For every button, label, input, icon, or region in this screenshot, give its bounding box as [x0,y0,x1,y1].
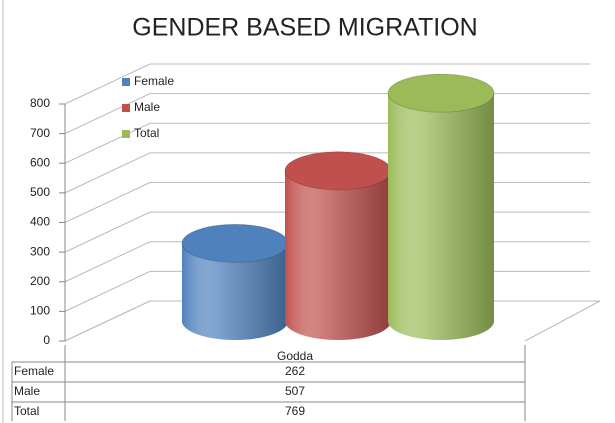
y-tick-label: 0 [43,333,50,347]
y-tick-label: 800 [30,96,50,110]
y-tick-label: 200 [30,274,50,288]
y-tick-label: 400 [30,215,50,229]
legend-label: Total [134,126,159,140]
chart-title: GENDER BASED MIGRATION [132,14,477,42]
cylinder-top [284,151,392,191]
cylinder-shade [285,151,391,340]
y-tick-label: 700 [30,126,50,140]
legend-label: Male [134,100,160,114]
legend-swatch [122,104,130,112]
cylinder-top [387,73,495,113]
table-value: 262 [285,364,305,378]
table-header: Godda [277,349,313,363]
y-tick-label: 300 [30,244,50,258]
table-value: 507 [285,384,305,398]
table-row-label: Male [14,384,40,398]
y-tick-label: 100 [30,304,50,318]
legend-swatch [122,78,130,86]
cylinder-shade [388,74,494,340]
table-row-label: Total [14,404,39,418]
grid-line [64,63,590,105]
y-tick-label: 600 [30,155,50,169]
y-tick-label: 500 [30,185,50,199]
legend-swatch [122,130,130,138]
table-row-label: Female [14,364,54,378]
table-value: 769 [285,404,305,418]
cylinder-top [181,223,289,263]
legend-label: Female [134,74,174,88]
